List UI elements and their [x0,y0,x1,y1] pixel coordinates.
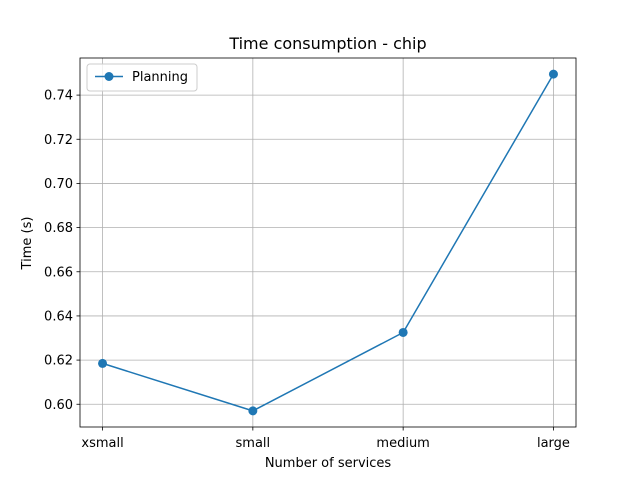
x-tick-label-xsmall: xsmall [81,436,123,451]
x-axis-label: Number of services [265,456,392,471]
plot-frame [79,57,577,428]
series [98,69,558,416]
data-point-planning-xsmall [98,358,108,368]
legend-label-planning: Planning [132,70,188,85]
legend: Planning [86,63,198,92]
y-tick-label-0.64: 0.64 [44,309,73,324]
x-ticks: xsmall small medium large [81,427,570,451]
data-point-planning-large [548,69,558,79]
data-point-planning-medium [398,327,408,337]
y-axis-label: Time (s) [20,217,35,271]
y-tick-label-0.62: 0.62 [44,354,73,369]
y-ticks: 0.60 0.62 0.64 0.66 0.68 0.70 0.72 0.74 [44,89,80,413]
data-point-planning-small [248,406,258,416]
y-tick-label-0.68: 0.68 [44,221,73,236]
y-tick-label-0.72: 0.72 [44,133,73,148]
chart-title: Time consumption - chip [228,34,426,53]
y-tick-label-0.70: 0.70 [44,177,73,192]
y-tick-label-0.74: 0.74 [44,89,73,104]
legend-box [86,63,198,92]
legend-marker-planning [104,72,114,81]
grid [80,58,576,427]
series-line-planning [102,73,555,412]
x-tick-label-medium: medium [376,436,429,451]
y-tick-label-0.60: 0.60 [44,398,73,413]
y-tick-label-0.66: 0.66 [44,265,73,280]
x-tick-label-large: large [537,436,570,451]
x-tick-label-small: small [236,436,271,451]
